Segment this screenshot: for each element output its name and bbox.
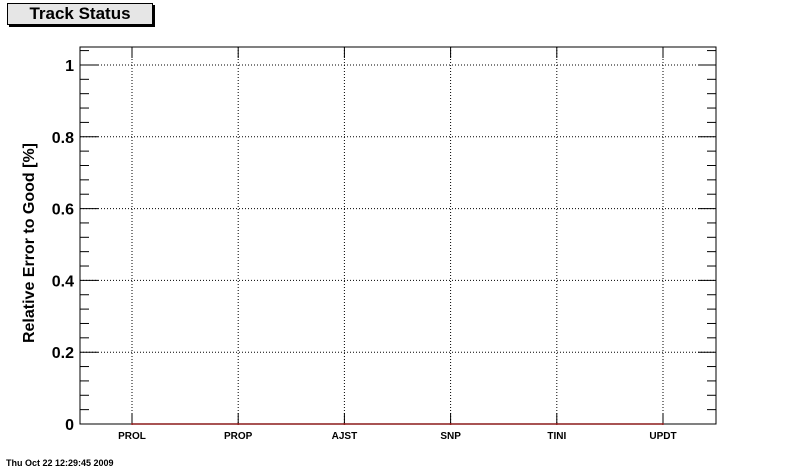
y-tick-labels: 0 0.2 0.4 0.6 0.8 1 <box>52 58 74 434</box>
y-tick-label: 0.4 <box>52 273 74 290</box>
chart-title: Track Status <box>7 3 153 25</box>
data-point <box>662 423 664 425</box>
y-tick-label: 0.2 <box>52 345 74 362</box>
x-tick-label: PROP <box>224 431 253 442</box>
y-tick-label: 0 <box>65 417 74 434</box>
axis-ticks <box>80 47 716 425</box>
x-tick-label: UPDT <box>649 431 676 442</box>
plot-frame <box>79 46 717 425</box>
x-tick-label: PROL <box>118 431 146 442</box>
x-tick-labels: PROL PROP AJST SNP TINI UPDT <box>118 431 677 442</box>
data-point <box>237 423 240 425</box>
series-layer <box>131 423 664 425</box>
y-axis-label: Relative Error to Good [%] <box>21 143 38 343</box>
y-tick-label: 1 <box>65 58 74 75</box>
data-point <box>449 423 452 425</box>
y-tick-label: 0.6 <box>52 202 74 219</box>
grid-lines <box>80 47 716 424</box>
x-tick-label: TINI <box>547 431 566 442</box>
timestamp: Thu Oct 22 12:29:45 2009 <box>6 458 114 468</box>
y-tick-label: 0.8 <box>52 130 74 147</box>
x-tick-label: SNP <box>440 431 461 442</box>
data-point <box>555 423 558 425</box>
data-point <box>131 423 133 425</box>
x-tick-label: AJST <box>332 431 358 442</box>
data-point <box>343 423 346 425</box>
